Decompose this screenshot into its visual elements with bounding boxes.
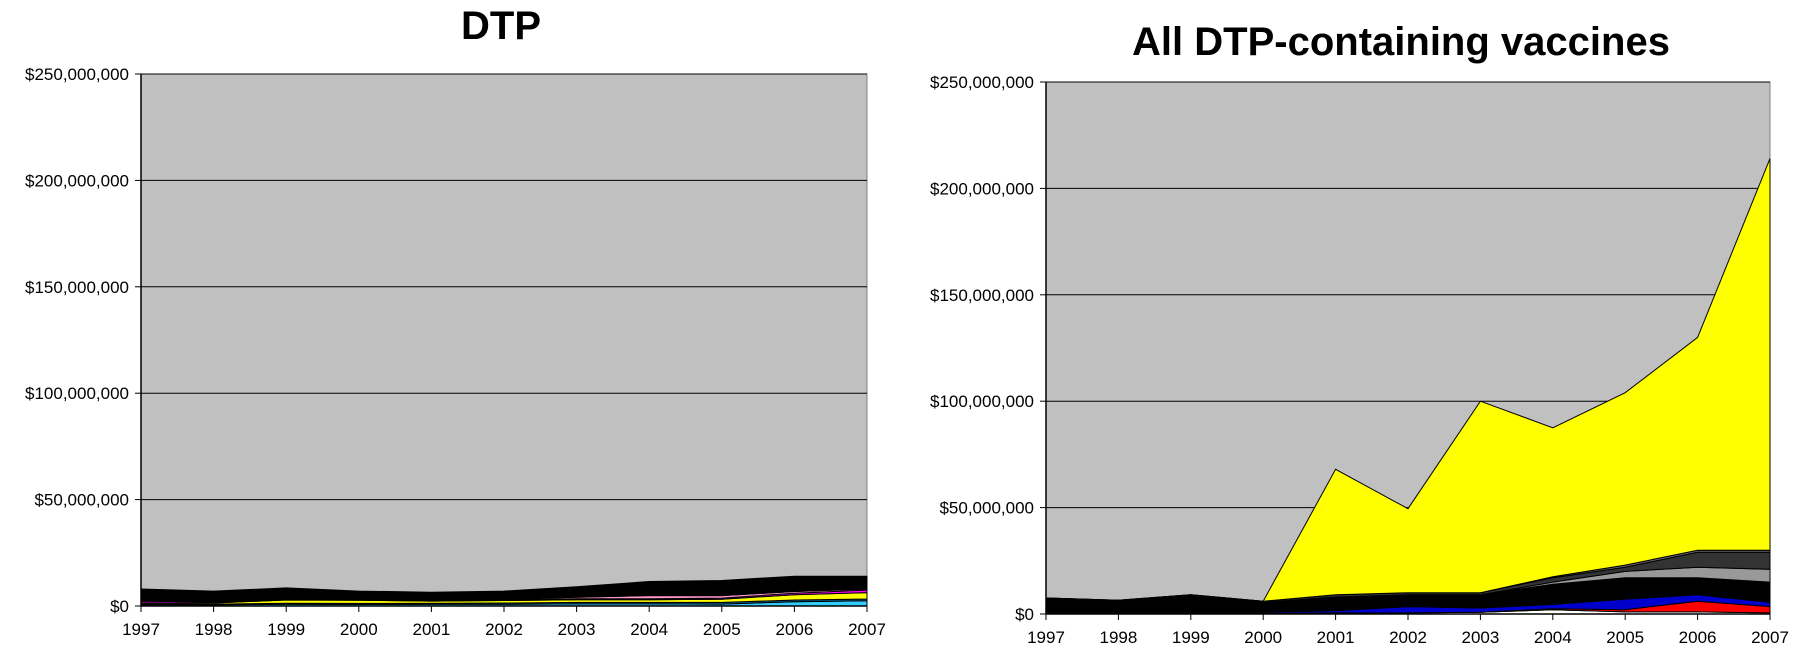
y-tick-label: $200,000,000	[25, 171, 129, 190]
x-tick-label: 2003	[1461, 628, 1499, 647]
chart-title-dtp: DTP	[461, 4, 541, 48]
x-tick-label: 2002	[1389, 628, 1427, 647]
series-area-6	[140, 575, 868, 603]
y-tick-label: $150,000,000	[930, 286, 1034, 305]
x-tick-label: 1999	[1172, 628, 1210, 647]
y-tick-label: $50,000,000	[34, 491, 129, 510]
y-tick-label: $0	[1015, 605, 1034, 624]
x-tick-label: 2005	[1606, 628, 1644, 647]
x-tick-label: 2005	[703, 620, 741, 639]
y-tick-label: $0	[110, 597, 129, 616]
y-tick-label: $200,000,000	[930, 179, 1034, 198]
plot-area-dtp: $250,000,000 $200,000,000 $150,000,000 $100…	[25, 65, 886, 639]
x-tick-label: 2002	[485, 620, 523, 639]
x-tick-label: 2006	[1679, 628, 1717, 647]
y-tick-label: $100,000,000	[930, 392, 1034, 411]
chart-title-all-dtp: All DTP-containing vaccines	[1132, 20, 1670, 64]
x-tick-label: 2001	[412, 620, 450, 639]
y-tick-label: $150,000,000	[25, 278, 129, 297]
y-tick-label: $50,000,000	[939, 499, 1034, 518]
x-tick-label: 2003	[558, 620, 596, 639]
x-tick-label: 2004	[1534, 628, 1572, 647]
x-tick-label: 1999	[267, 620, 305, 639]
x-tick-label: 2001	[1317, 628, 1355, 647]
x-tick-label: 1998	[195, 620, 233, 639]
y-tick-label: $250,000,000	[25, 65, 129, 84]
x-tick-label: 2007	[848, 620, 886, 639]
series-area-8	[1045, 158, 1771, 602]
plot-background	[140, 73, 868, 607]
x-tick-label: 1997	[122, 620, 160, 639]
x-tick-label: 2004	[630, 620, 668, 639]
x-tick-label: 2006	[775, 620, 813, 639]
y-tick-label: $100,000,000	[25, 384, 129, 403]
chart-dtp: DTP $250,000,000 $200,000,000 $150,000,000…	[25, 4, 886, 639]
x-tick-label: 2007	[1751, 628, 1789, 647]
plot-area-all-dtp: $250,000,000 $200,000,000 $150,000,000 $100…	[930, 73, 1789, 647]
y-tick-label: $250,000,000	[930, 73, 1034, 92]
x-tick-label: 2000	[340, 620, 378, 639]
x-tick-label: 1998	[1099, 628, 1137, 647]
chart-all-dtp: All DTP-containing vaccines $250,000,000…	[930, 20, 1789, 647]
x-tick-label: 1997	[1027, 628, 1065, 647]
x-tick-label: 2000	[1244, 628, 1282, 647]
